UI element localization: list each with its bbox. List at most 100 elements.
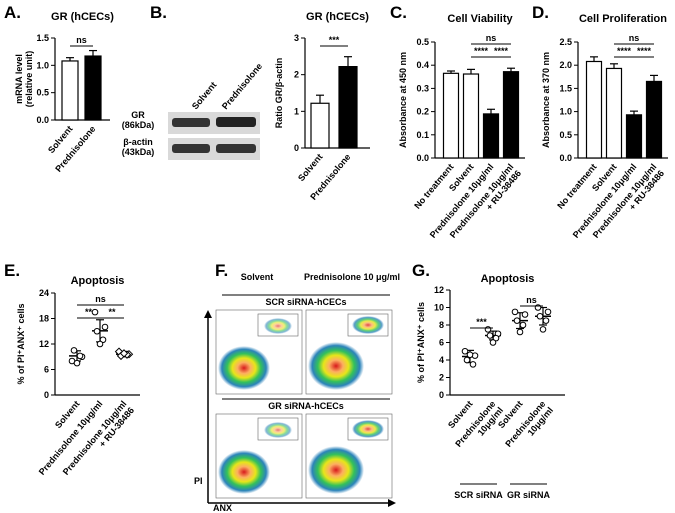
point [469,361,477,368]
y-tick-label: 2.0 [559,60,572,70]
density [352,420,384,438]
blot-band [216,144,256,153]
density [264,318,292,334]
y-axis-label: Absorbance at 370 nm [541,52,551,148]
y-tick-label: 18 [39,314,49,324]
gate [257,417,299,441]
point [542,317,550,324]
y-tick-label: 8 [439,320,444,330]
point [484,326,492,333]
panel-letter: C. [390,3,407,22]
flow-plot [215,413,303,499]
blot-band [172,144,210,153]
lane-label: Solvent [190,80,219,111]
arrow-head [388,499,396,507]
panel-letter: D. [532,3,549,22]
point [521,311,529,318]
bar [442,72,460,159]
point [119,349,129,358]
point [101,323,109,331]
panel-letter: G. [412,261,430,280]
panel-letter: E. [4,261,20,280]
density [308,446,364,494]
point [539,326,547,333]
density [218,346,270,390]
chart-title: Cell Proliferation [579,13,667,25]
y-axis-label: Ratio GR/β-actin [274,58,284,129]
y-axis-label: mRNA level(relative unit) [14,51,34,108]
point [536,312,544,320]
row-label: SCR siRNA-hCECs [265,297,346,307]
flow-plot [215,309,303,395]
y-tick-label: 10 [434,303,444,313]
annotation: *** [329,35,340,45]
column-label: Solvent [241,272,274,282]
y-tick-label: 6 [439,338,444,348]
chart-title: GR (hCECs) [306,11,369,23]
annotation: ** [108,307,116,317]
y-tick-label: 1 [294,106,299,116]
point [70,347,78,354]
annotation: **** [617,46,632,56]
annotation: *** [476,317,487,327]
bar [625,114,643,159]
point [486,332,494,339]
group-label: SCR siRNA [454,490,503,500]
bar [645,80,663,159]
x-tick-label: Solvent [296,152,325,183]
blot-band [216,117,256,127]
y-tick-label: 3 [294,33,299,43]
point [96,340,104,348]
annotation: ns [486,33,497,43]
annotation: ** [85,307,93,317]
point [519,321,527,329]
x-label: ANX [213,503,232,513]
bar [502,71,520,159]
panel-letter: F. [215,261,228,280]
y-tick-label: 12 [434,285,444,295]
flow-plot [305,413,393,499]
blot-band [172,118,210,127]
y-tick-label: 2.5 [559,37,572,47]
gate [257,313,299,337]
annotation: ns [526,295,537,305]
y-tick-label: 0.4 [416,60,429,70]
annotation: ns [95,294,106,304]
y-tick-label: 4 [439,355,444,365]
group-label: GR siRNA [507,490,551,500]
point [466,351,474,359]
point [76,352,84,360]
chart-title: GR (hCECs) [51,11,114,23]
annotation: ns [76,35,87,45]
y-tick-label: 0.1 [416,130,429,140]
chart-title: Apoptosis [71,275,125,287]
y-tick-label: 0 [294,143,299,153]
y-tick-label: 2 [439,373,444,383]
density [218,450,270,494]
point [93,327,101,335]
y-tick-label: 12 [39,339,49,349]
density [352,316,384,334]
y-axis-label: % of PI⁺ANX⁺ cells [16,303,26,384]
bar [482,113,500,159]
y-tick-label: 0.0 [559,153,572,163]
y-tick-label: 0 [44,390,49,400]
y-tick-label: 0.0 [36,115,49,125]
bar [338,65,358,149]
y-label: PI [194,476,203,486]
point [463,356,471,364]
y-tick-label: 24 [39,288,49,298]
y-axis-label: Absorbance at 450 nm [398,52,408,148]
y-tick-label: 0.5 [36,88,49,98]
chart-title: Cell Viability [447,13,513,25]
bar [84,55,102,121]
panel-letter: B. [150,3,167,22]
chart-title: Apoptosis [481,273,535,285]
flow-plot [305,309,393,395]
panel-letter: A. [4,3,21,22]
y-tick-label: 0.2 [416,107,429,117]
point [91,308,99,316]
y-tick-label: 0.5 [416,37,429,47]
column-label: Prednisolone 10 μg/ml [304,272,400,282]
